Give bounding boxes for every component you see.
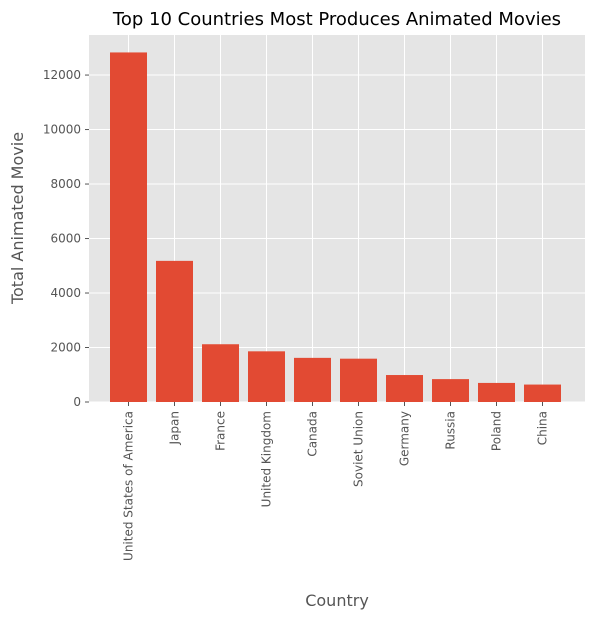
y-tick-label: 4000	[50, 286, 81, 300]
x-tick-label: Soviet Union	[352, 411, 366, 487]
x-tick-label: Russia	[444, 411, 458, 450]
x-axis-ticks: United States of America Japan France Unite…	[122, 402, 550, 561]
x-tick-label: Japan	[168, 411, 182, 445]
bar	[202, 344, 239, 402]
y-tick-label: 6000	[50, 232, 81, 246]
y-axis-title: Total Animated Movie	[8, 132, 27, 305]
y-tick-label: 2000	[50, 341, 81, 355]
x-axis-title: Country	[305, 591, 369, 610]
bar	[524, 384, 561, 402]
bar	[110, 52, 147, 403]
x-tick-label: United Kingdom	[260, 411, 274, 507]
bar	[248, 351, 285, 402]
x-tick-label: Canada	[306, 411, 320, 457]
bar	[294, 357, 331, 402]
chart-title: Top 10 Countries Most Produces Animated …	[112, 9, 561, 30]
bar	[386, 375, 423, 402]
y-tick-label: 0	[73, 395, 81, 409]
bar	[340, 358, 377, 402]
y-tick-label: 12000	[43, 68, 81, 82]
bars	[110, 52, 561, 403]
bar	[478, 382, 515, 402]
x-tick-label: Poland	[490, 411, 504, 451]
x-tick-label: France	[214, 411, 228, 451]
y-axis-ticks: 0 2000 4000 6000 8000 10000 12000	[43, 68, 89, 409]
bar	[156, 260, 193, 402]
y-tick-label: 10000	[43, 123, 81, 137]
x-tick-label: United States of America	[122, 411, 136, 561]
x-tick-label: Germany	[398, 411, 412, 466]
bar	[432, 379, 469, 402]
y-tick-label: 8000	[50, 177, 81, 191]
x-tick-label: China	[536, 411, 550, 445]
